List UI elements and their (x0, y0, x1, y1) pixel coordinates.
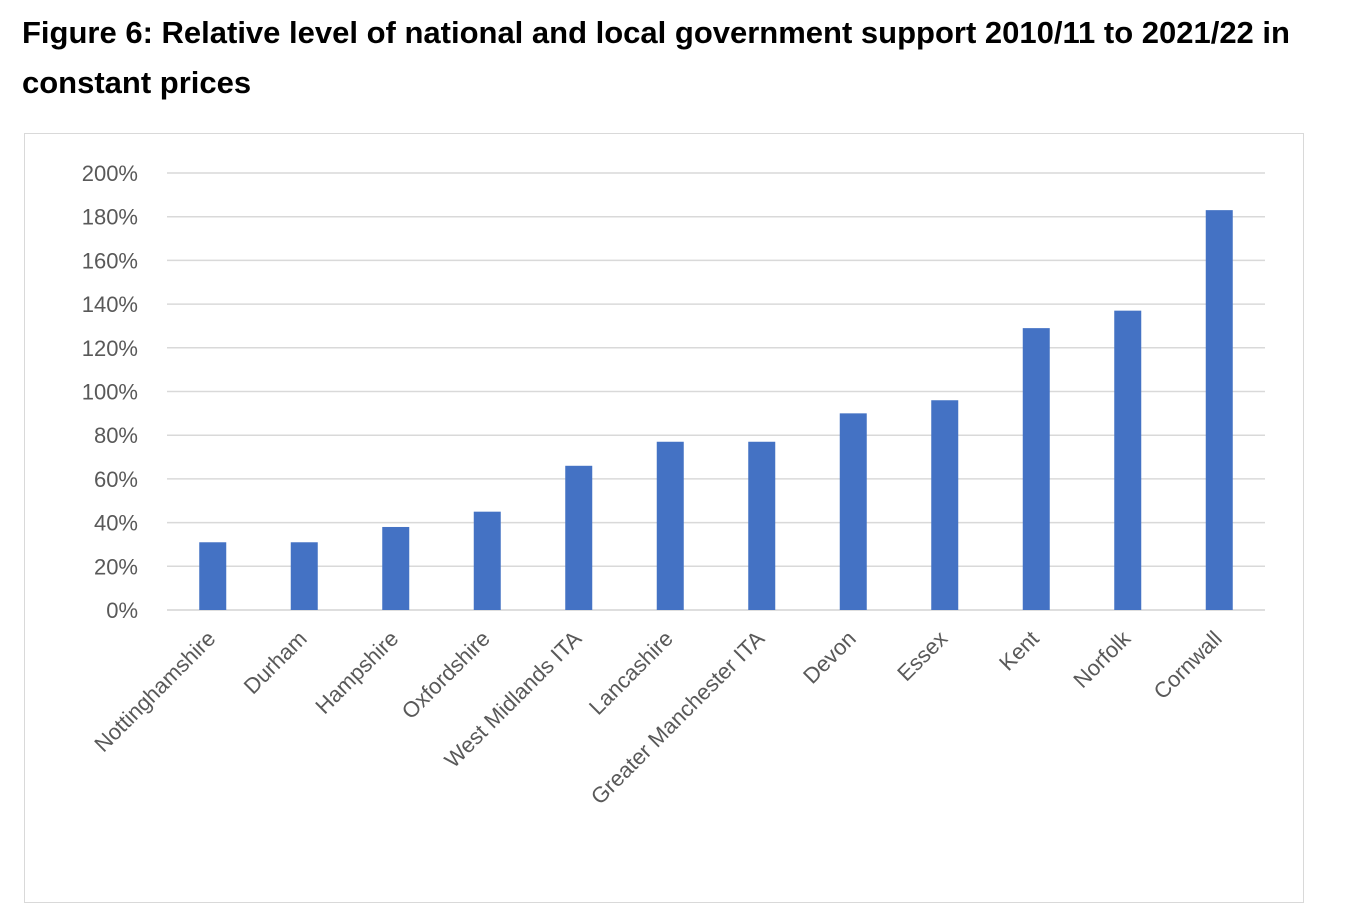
bar-devon (839, 413, 867, 610)
x-category-label: Cornwall (1149, 626, 1227, 704)
x-category-label: Oxfordshire (397, 626, 495, 724)
y-tick-label: 20% (94, 554, 138, 579)
bar-chart: 0% 20% 40% 60% 80% 100% 120% 140% 160% 180% 200% N… (82, 161, 1265, 809)
y-tick-label: 80% (94, 423, 138, 448)
bar-kent (1022, 328, 1050, 610)
y-tick-label: 200% (82, 161, 138, 186)
x-category-label: Durham (239, 626, 312, 699)
gridlines (167, 172, 1265, 611)
bar-west-midlands-ita (565, 465, 593, 610)
x-category-label: Nottinghamshire (89, 626, 220, 757)
y-tick-label: 0% (106, 598, 138, 623)
y-tick-label: 160% (82, 248, 138, 273)
bar-essex (931, 400, 959, 610)
bars (199, 210, 1233, 610)
bar-cornwall (1205, 210, 1233, 610)
figure-title: Figure 6: Relative level of national and… (22, 15, 1290, 100)
bar-durham (290, 542, 318, 610)
chart-frame: 0% 20% 40% 60% 80% 100% 120% 140% 160% 180% 200% N… (24, 133, 1304, 903)
x-category-label: Devon (798, 626, 861, 689)
y-tick-label: 180% (82, 205, 138, 230)
y-tick-label: 100% (82, 380, 138, 405)
bar-oxfordshire (473, 511, 501, 610)
bar-greater-manchester-ita (748, 441, 776, 610)
x-axis-category-labels: Nottinghamshire DurhamHampshireOxfordshir… (89, 625, 1226, 809)
y-tick-label: 140% (82, 292, 138, 317)
y-tick-label: 60% (94, 467, 138, 492)
x-category-label: Essex (892, 626, 952, 686)
y-tick-label: 120% (82, 336, 138, 361)
bar-norfolk (1114, 310, 1142, 610)
y-tick-label: 40% (94, 511, 138, 536)
bar-hampshire (382, 526, 410, 610)
x-category-label: Greater Manchester ITA (586, 626, 770, 810)
bar-lancashire (656, 441, 684, 610)
bar-nottinghamshire (199, 542, 227, 610)
x-category-label: Hampshire (310, 626, 403, 719)
y-axis-tick-labels: 0% 20% 40% 60% 80% 100% 120% 140% 160% 180% 200% (82, 161, 138, 623)
x-category-label: Norfolk (1068, 625, 1136, 693)
x-category-label: Kent (994, 626, 1044, 676)
x-category-label: Lancashire (584, 626, 678, 720)
